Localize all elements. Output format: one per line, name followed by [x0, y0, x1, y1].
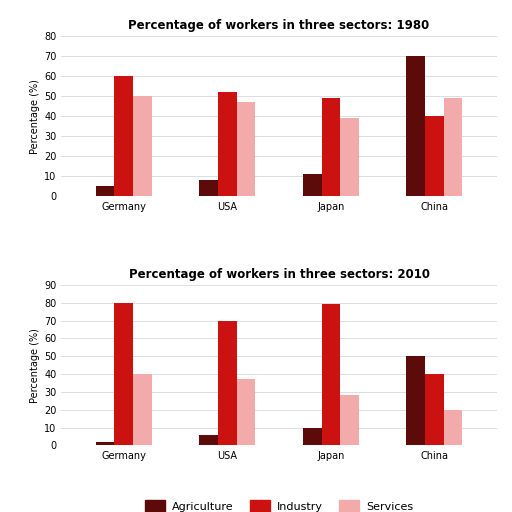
Bar [407, 56, 425, 197]
Bar [114, 76, 133, 197]
Bar [322, 305, 340, 445]
Bar [133, 96, 152, 197]
Bar [114, 303, 133, 445]
Title: Percentage of workers in three sectors: 2010: Percentage of workers in three sectors: … [129, 268, 430, 281]
Bar [237, 379, 255, 445]
Bar [96, 442, 114, 445]
Bar [340, 118, 359, 197]
Bar [340, 395, 359, 445]
Y-axis label: Percentage (%): Percentage (%) [30, 79, 40, 154]
Bar [444, 410, 462, 445]
Bar [303, 175, 322, 197]
Bar [218, 92, 237, 197]
Bar [199, 435, 218, 445]
Bar [425, 116, 444, 197]
Bar [199, 180, 218, 197]
Bar [322, 98, 340, 197]
Bar [237, 102, 255, 197]
Title: Percentage of workers in three sectors: 1980: Percentage of workers in three sectors: … [129, 19, 430, 32]
Legend: Agriculture, Industry, Services: Agriculture, Industry, Services [141, 496, 417, 512]
Bar [303, 428, 322, 445]
Bar [96, 186, 114, 197]
Y-axis label: Percentage (%): Percentage (%) [30, 328, 40, 402]
Bar [218, 321, 237, 445]
Bar [425, 374, 444, 445]
Bar [444, 98, 462, 197]
Bar [133, 374, 152, 445]
Bar [407, 356, 425, 445]
